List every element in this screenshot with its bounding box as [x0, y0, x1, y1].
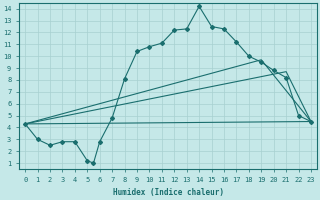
X-axis label: Humidex (Indice chaleur): Humidex (Indice chaleur)	[113, 188, 224, 197]
